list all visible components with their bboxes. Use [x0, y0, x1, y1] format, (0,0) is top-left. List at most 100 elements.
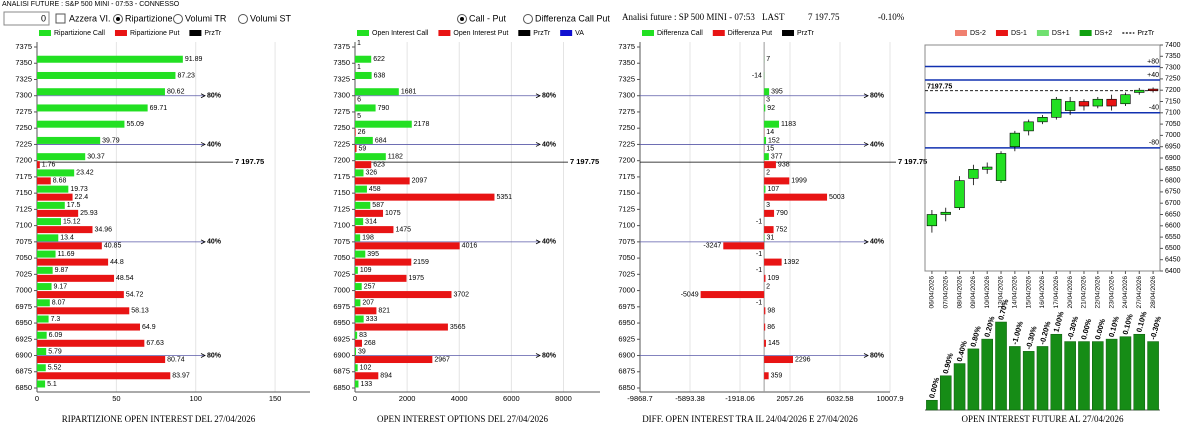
y-tick-label: 6900	[618, 351, 635, 360]
legend-label: PrzTr	[204, 30, 222, 37]
y-tick-label: 7400	[1165, 42, 1181, 49]
y-tick-label: 6900	[1165, 155, 1181, 162]
value-label: 5.79	[48, 348, 62, 355]
chart-title: RIPARTIZIONE OPEN INTEREST DEL 27/04/202…	[62, 414, 256, 424]
value-label: 1183	[781, 121, 796, 128]
value-label: 638	[374, 72, 386, 79]
bar	[37, 234, 59, 242]
bar	[355, 169, 364, 177]
bar	[37, 177, 51, 185]
input-box[interactable]	[3, 11, 50, 26]
x-tick-label: 10/04/2026	[984, 276, 991, 309]
y-tick-label: 7000	[618, 286, 635, 295]
candle-body	[1023, 121, 1034, 132]
value-label: 109	[767, 275, 779, 282]
info-title: Analisi future : SP 500 MINI - 07:53	[622, 12, 755, 22]
bar	[37, 380, 46, 388]
value-label: 207	[362, 300, 374, 307]
level-arrow	[200, 93, 206, 99]
bar	[764, 372, 769, 380]
value-label: 1182	[388, 154, 403, 161]
level-arrow	[863, 353, 869, 358]
y-tick-label: 7075	[618, 237, 635, 246]
candle-body	[1051, 98, 1062, 118]
value-label: 98	[767, 308, 775, 315]
y-tick-label: 6875	[15, 367, 32, 376]
y-tick-label: 7125	[618, 204, 635, 213]
x-tick-label: 22/04/2026	[1095, 276, 1102, 309]
y-tick-label: 6750	[1165, 189, 1181, 196]
bar	[355, 209, 384, 217]
value-label: 25.93	[80, 210, 98, 217]
legend-swatch	[1036, 30, 1049, 36]
y-tick-label: 6925	[15, 334, 32, 343]
bar	[926, 399, 938, 411]
y-tick-label: 7000	[333, 286, 350, 295]
x-tick-label: 6000	[503, 394, 520, 403]
bar	[37, 226, 93, 234]
value-label: 8.07	[52, 300, 66, 307]
bar	[355, 88, 399, 96]
legend-label: DS-1	[1011, 30, 1027, 37]
candle-body	[1078, 101, 1090, 107]
radio[interactable]	[238, 14, 248, 24]
value-label: -3247	[703, 243, 721, 250]
checkbox[interactable]	[55, 13, 66, 24]
y-tick-label: 7200	[333, 156, 350, 165]
level-arrow	[200, 353, 206, 358]
value-label: 3	[766, 97, 770, 104]
value-label: 19.73	[70, 186, 88, 193]
y-tick-label: 7300	[618, 91, 635, 100]
bar	[37, 209, 79, 217]
legend-label: Differenza Put	[728, 30, 772, 37]
bar	[355, 331, 358, 339]
legend-label: DS+1	[1052, 30, 1070, 37]
value-label: 13.4	[60, 235, 74, 242]
y-tick-label: 7150	[1165, 98, 1181, 105]
bar	[939, 375, 952, 411]
value-label: 6.09	[49, 332, 63, 339]
y-tick-label: 7100	[15, 221, 32, 230]
y-tick-label: 7350	[1165, 53, 1181, 60]
price-label: 7 197.75	[898, 157, 927, 166]
bar	[764, 226, 774, 234]
value-label: 26	[358, 129, 366, 136]
bar	[764, 136, 767, 144]
bar	[764, 88, 770, 96]
bar	[355, 104, 376, 112]
y-tick-label: 7100	[1165, 110, 1181, 117]
value-label: 2967	[434, 356, 450, 363]
legend-label: DS-2	[970, 30, 986, 37]
bar	[700, 291, 765, 299]
level-label: 40%	[870, 141, 885, 148]
value-label: 1	[357, 64, 361, 71]
y-tick-label: 7300	[15, 91, 32, 100]
radio[interactable]	[173, 14, 183, 24]
value-label: 458	[369, 186, 381, 193]
radio-label: Differenza Call Put	[535, 13, 610, 23]
y-tick-label: 7350	[333, 58, 350, 67]
value-label: 2178	[414, 121, 430, 128]
y-tick-label: 6700	[1165, 200, 1181, 207]
x-tick-label: 20/04/2026	[1067, 276, 1074, 309]
y-tick-label: 7325	[333, 74, 350, 83]
bar	[37, 258, 109, 266]
bar	[37, 169, 75, 177]
value-label: 44.8	[110, 259, 124, 266]
bar	[37, 193, 73, 201]
bar	[37, 339, 145, 347]
value-label: 87.23	[177, 72, 195, 79]
bar	[355, 128, 356, 136]
bar	[355, 323, 448, 331]
candle-body	[940, 211, 951, 215]
level-label: 80%	[542, 93, 557, 100]
radio[interactable]	[523, 14, 533, 24]
x-tick-label: 07/04/2026	[942, 276, 949, 309]
value-label: 333	[366, 316, 378, 323]
legend-swatch	[1079, 30, 1092, 36]
value-label: 1475	[395, 226, 411, 233]
y-tick-label: 7050	[618, 253, 635, 262]
candle-body	[926, 214, 938, 227]
y-tick-label: 7025	[618, 269, 635, 278]
candle-body	[995, 153, 1007, 181]
